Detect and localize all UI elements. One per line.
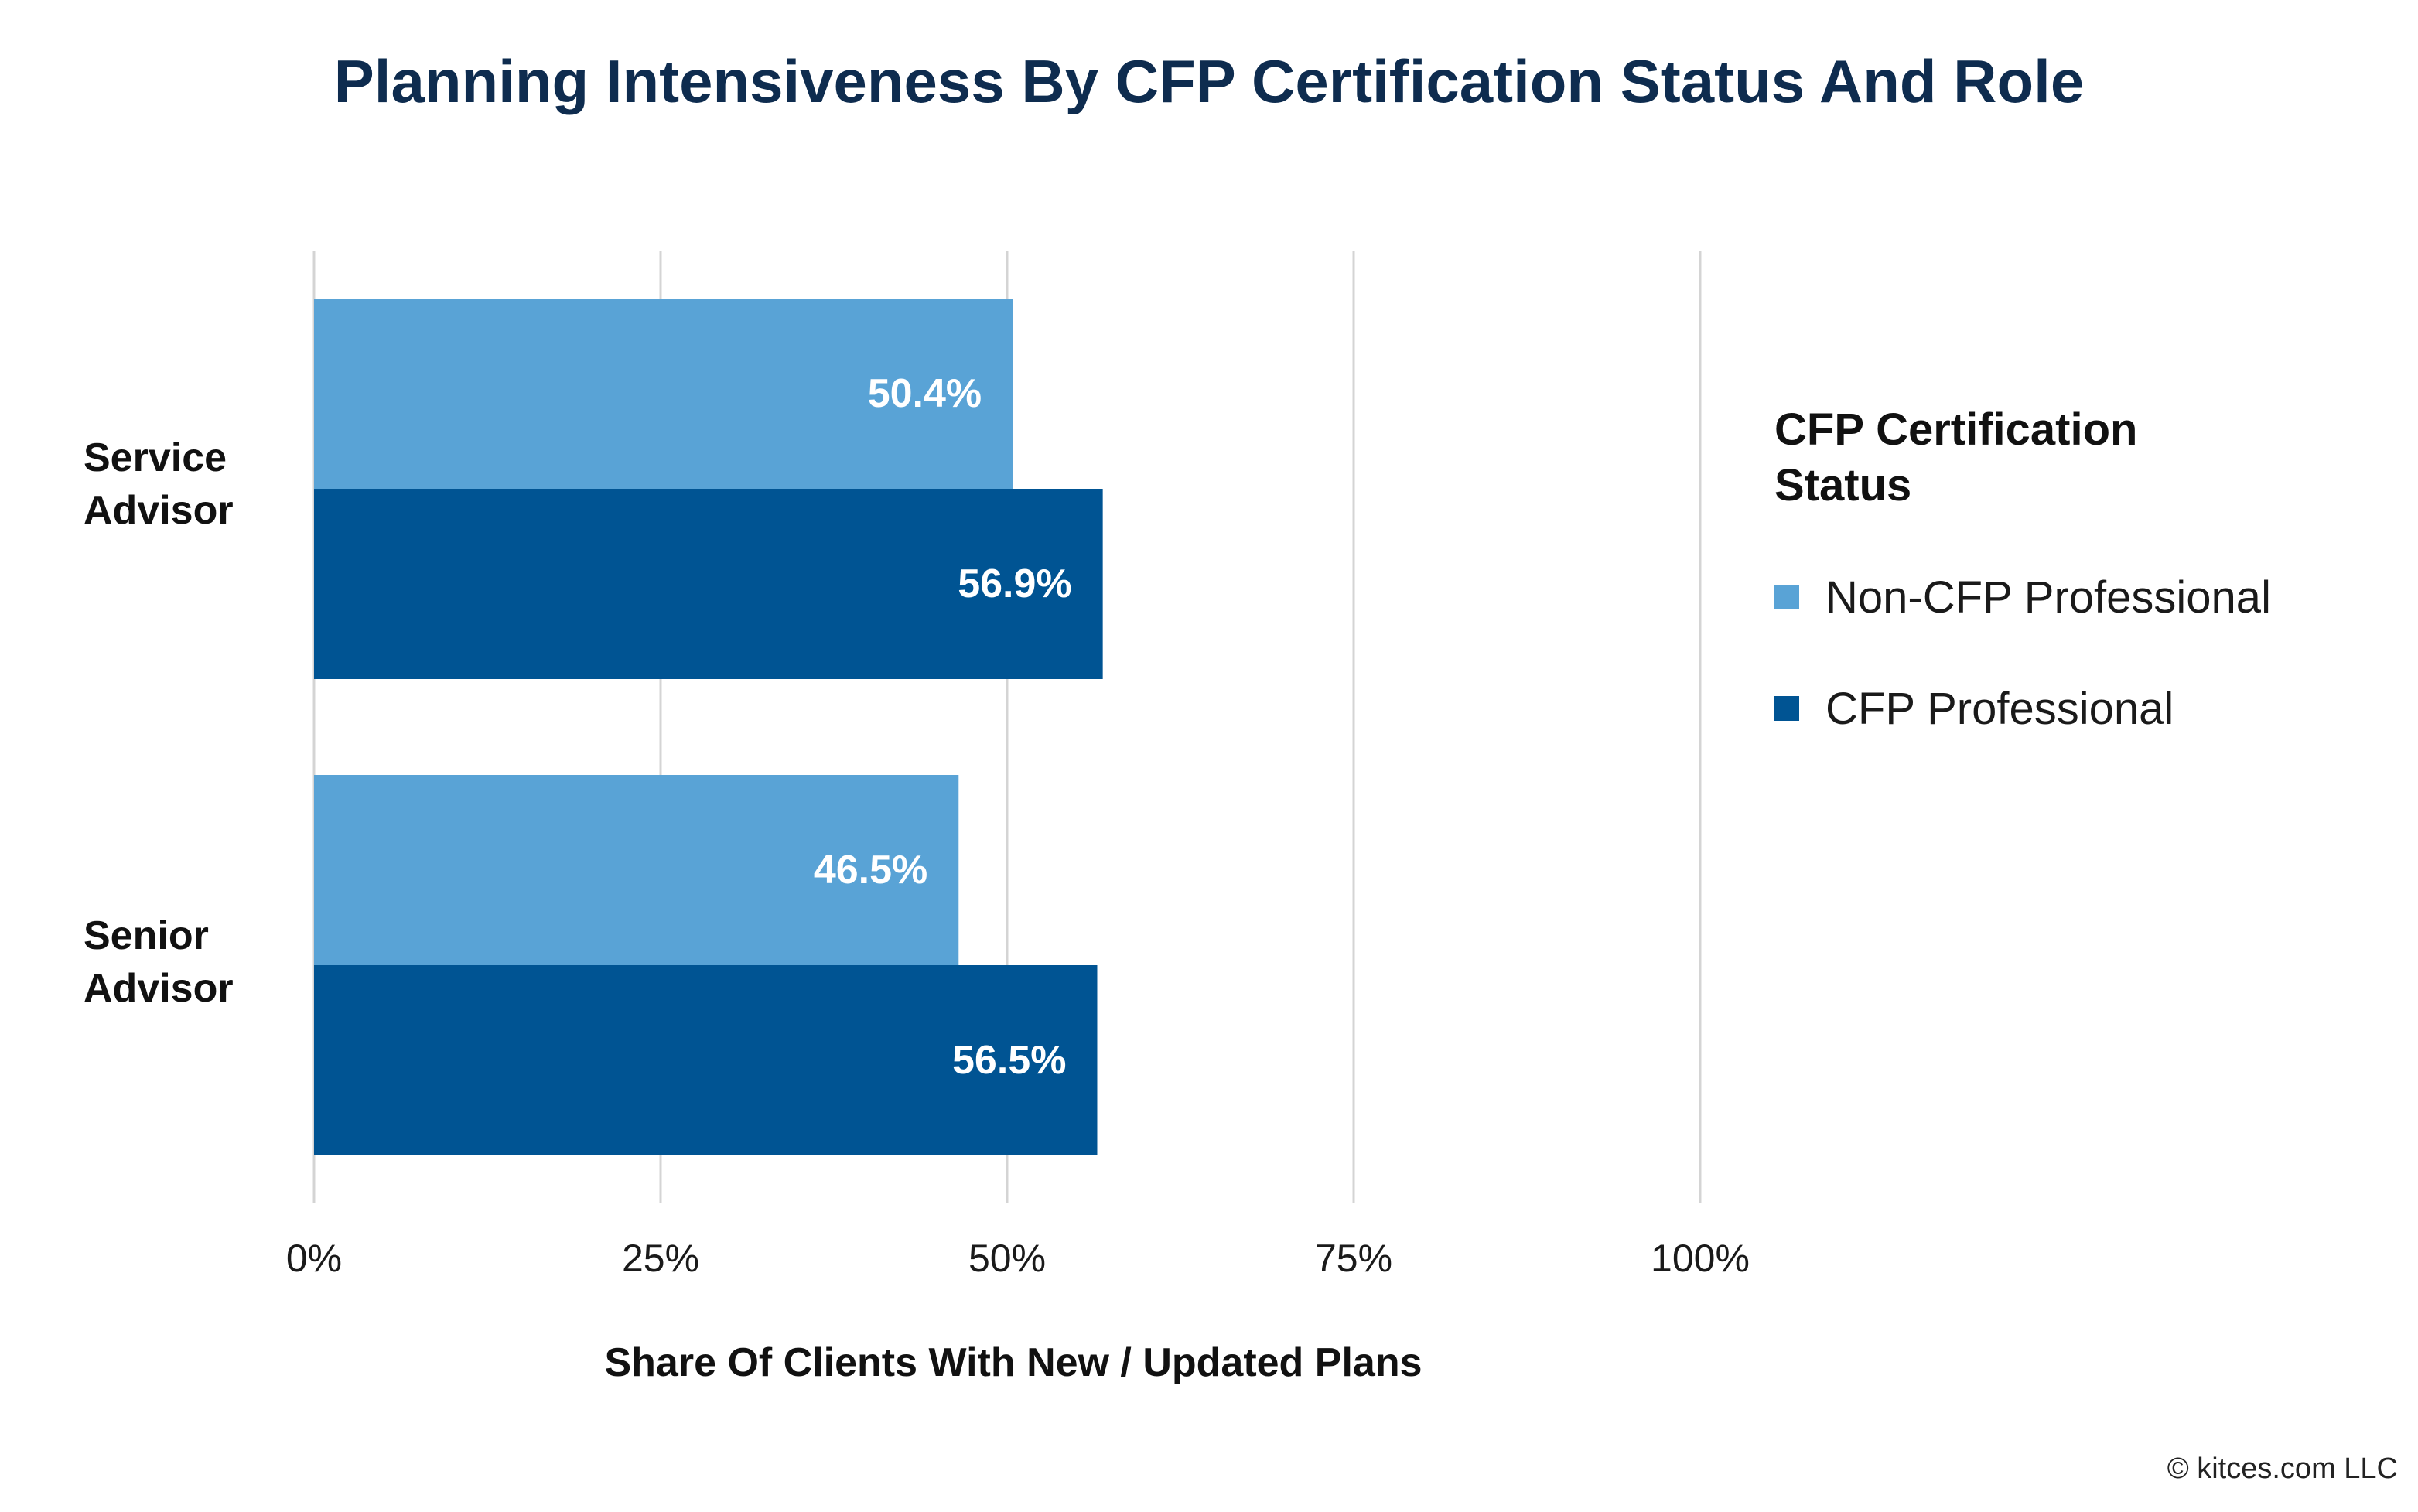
bar-non-cfp-service-advisor	[314, 299, 1013, 489]
x-tick-label: 0%	[285, 1237, 343, 1280]
bar-cfp-senior-advisor	[314, 965, 1098, 1155]
legend-swatch-non-cfp	[1774, 585, 1799, 609]
legend-label-non-cfp: Non-CFP Professional	[1825, 572, 2271, 623]
x-tick-label: 100%	[1651, 1237, 1750, 1280]
category-label-service-advisor: Service Advisor	[84, 432, 234, 537]
legend-title-line: Status	[1774, 460, 1912, 510]
legend-item-non-cfp: Non-CFP Professional	[1774, 566, 2271, 628]
category-label-line: Senior	[84, 913, 209, 958]
category-label-senior-advisor: Senior Advisor	[84, 910, 234, 1015]
bar-value-label: 56.5%	[952, 1038, 1066, 1083]
legend-item-cfp: CFP Professional	[1774, 677, 2174, 739]
category-label-line: Advisor	[84, 966, 234, 1011]
legend-swatch-cfp	[1774, 696, 1799, 721]
category-label-line: Service	[84, 435, 227, 480]
x-axis-label: Share Of Clients With New / Updated Plan…	[604, 1340, 1422, 1385]
legend-title-line: CFP Certification	[1774, 404, 2138, 455]
x-tick-label: 75%	[1314, 1237, 1393, 1280]
legend-title: CFP Certification Status	[1774, 402, 2316, 514]
category-label-line: Advisor	[84, 488, 234, 533]
chart-title: Planning Intensiveness By CFP Certificat…	[333, 47, 2085, 115]
bar-non-cfp-senior-advisor	[314, 775, 959, 965]
x-tick-label: 50%	[968, 1237, 1047, 1280]
bar-value-label: 46.5%	[814, 848, 927, 893]
copyright-credit: © kitces.com LLC	[2167, 1452, 2398, 1485]
x-tick-label: 25%	[621, 1237, 700, 1280]
legend-label-cfp: CFP Professional	[1825, 683, 2174, 734]
bar-value-label: 56.9%	[958, 561, 1071, 606]
bar-value-label: 50.4%	[868, 371, 982, 416]
bar-cfp-service-advisor	[314, 489, 1103, 679]
